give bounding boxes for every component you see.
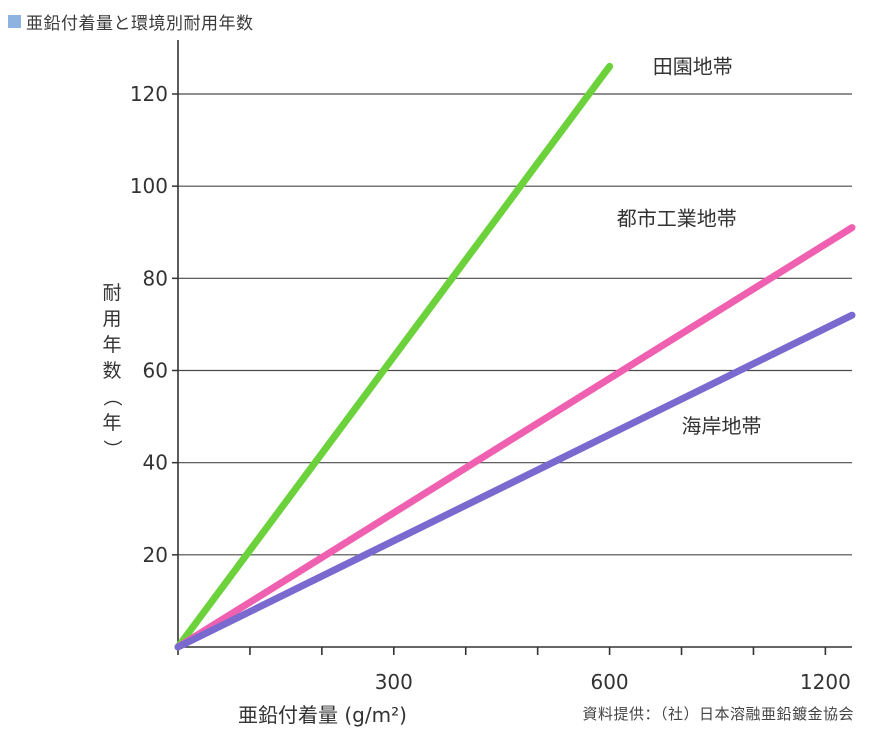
y-tick-label: 120 <box>130 82 168 106</box>
y-tick-label: 60 <box>143 359 168 383</box>
series-label: 田園地帯 <box>653 54 733 78</box>
y-axis-label-char: ） <box>101 439 123 459</box>
x-axis-label: 亜鉛付着量 (g/m²) <box>238 703 407 727</box>
chart-title-text: 亜鉛付着量と環境別耐用年数 <box>26 14 254 34</box>
y-tick-label: 80 <box>143 266 168 290</box>
x-tick-label: 1200 <box>800 670 851 694</box>
source-credit: 資料提供：（社）日本溶融亜鉛鍍金協会 <box>582 705 854 723</box>
title-square-icon <box>8 15 21 28</box>
y-tick-label: 20 <box>143 543 168 567</box>
series-line <box>174 311 856 651</box>
y-axis-label-char: 年 <box>102 412 122 434</box>
y-tick-label: 100 <box>130 174 168 198</box>
y-axis-label-char: 数 <box>102 360 122 382</box>
y-tick-label: 40 <box>143 451 168 475</box>
y-axis-label-char: 耐 <box>102 282 122 304</box>
series-label: 都市工業地帯 <box>617 206 737 230</box>
x-tick-label: 600 <box>590 670 628 694</box>
y-axis-label-char: 年 <box>102 334 122 356</box>
y-axis-label-char: （ <box>101 387 123 407</box>
y-axis-label: 耐用年数（年） <box>100 280 124 462</box>
y-axis-label-char: 用 <box>102 308 122 330</box>
series-line <box>174 224 856 651</box>
series-label: 海岸地帯 <box>682 414 762 438</box>
chart-title: 亜鉛付着量と環境別耐用年数 <box>8 9 254 34</box>
x-tick-label: 300 <box>375 670 413 694</box>
series-line <box>174 62 614 651</box>
